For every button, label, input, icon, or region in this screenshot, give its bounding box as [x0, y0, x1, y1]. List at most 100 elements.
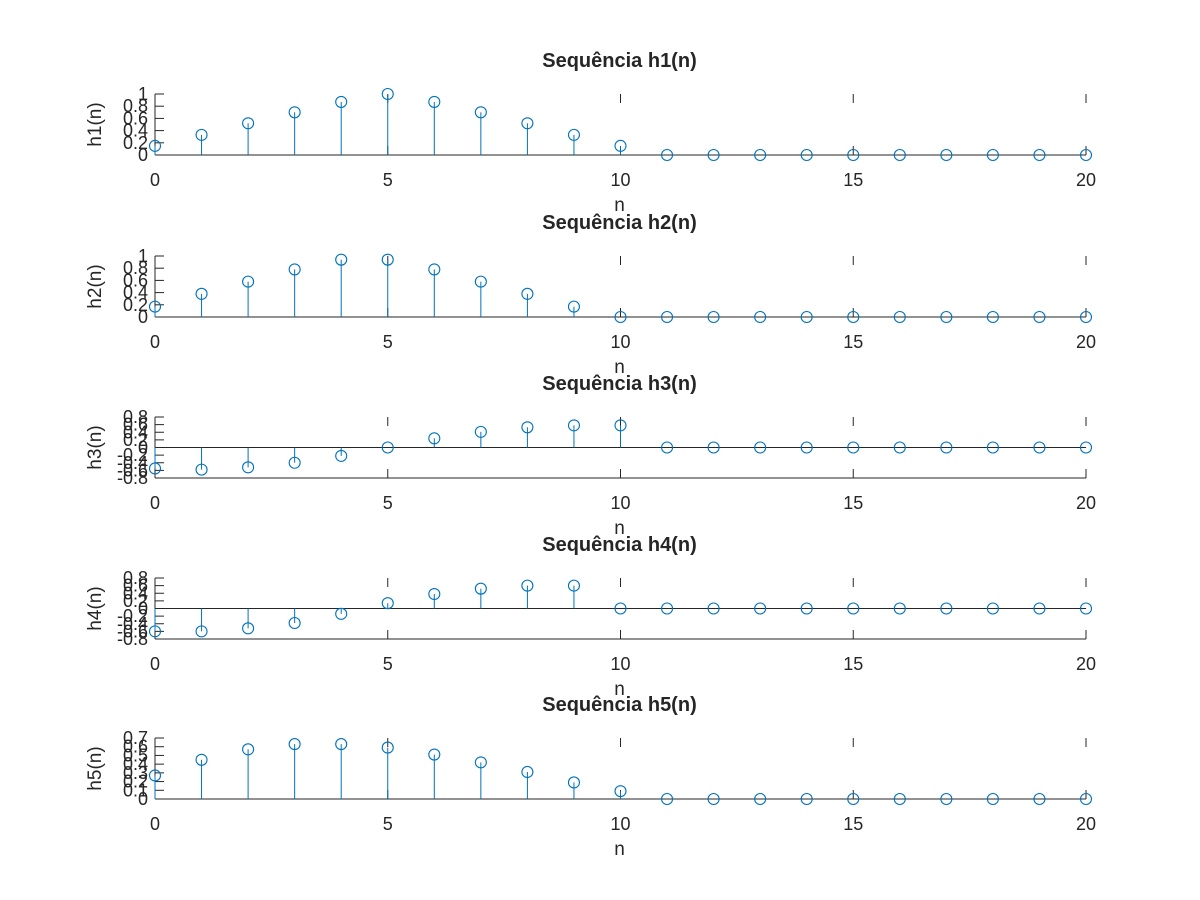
x-axis-label: n [614, 357, 625, 378]
x-tick-label: 20 [1076, 332, 1096, 352]
stem-marker [1079, 602, 1093, 615]
stem-marker [428, 95, 441, 108]
stem-marker [940, 310, 953, 324]
stem-marker [847, 602, 860, 615]
stem-marker [474, 106, 487, 119]
x-tick-label: 0 [150, 332, 160, 352]
x-tick-label: 10 [610, 170, 630, 190]
stem-marker [521, 579, 534, 592]
stem-marker [381, 441, 394, 454]
stem-marker [893, 310, 906, 324]
y-axis-label: h3(n) [85, 425, 106, 469]
subplot-title: Sequência h1(n) [542, 50, 696, 72]
stem-marker [242, 743, 255, 756]
stem-marker [847, 792, 860, 806]
y-tick-label: 0.2 [123, 430, 148, 450]
stem-marker [847, 310, 860, 324]
stem-marker [986, 148, 999, 162]
stem-marker [195, 625, 208, 638]
y-tick-label: -0.8 [117, 468, 148, 488]
stem-marker [660, 148, 674, 162]
stem-marker [660, 310, 674, 324]
subplot-2: 0 5 10 15 20 00.20.40.60.81 Sequência h2(n) n h2… [85, 212, 1096, 378]
x-tick-label: 5 [383, 814, 393, 834]
stem-marker [335, 95, 348, 108]
stem-marker [474, 425, 487, 438]
x-axis-label: n [614, 518, 625, 539]
y-tick-label: 0.8 [123, 258, 148, 278]
x-tick-label: 10 [610, 332, 630, 352]
stem-marker [335, 449, 348, 462]
x-tick-label: 5 [383, 654, 393, 674]
x-axis-label: n [614, 839, 625, 860]
stem-marker [986, 441, 999, 454]
stem-marker [754, 441, 767, 454]
stem-marker [660, 792, 674, 806]
stem-marker [428, 263, 441, 276]
stem-marker [567, 300, 581, 313]
stem-marker [893, 602, 906, 615]
stem-marker [1033, 792, 1046, 806]
stem-marker [335, 738, 348, 751]
y-tick-label: -0.8 [117, 629, 148, 649]
y-tick-label: 0.6 [123, 737, 148, 757]
stem-marker [1033, 310, 1046, 324]
subplot-title: Sequência h5(n) [542, 694, 696, 716]
subplot-title: Sequência h3(n) [542, 373, 696, 395]
subplot-title: Sequência h4(n) [542, 534, 696, 556]
stem-marker [474, 275, 487, 288]
x-tick-label: 5 [383, 493, 393, 513]
y-tick-label: 0.6 [123, 415, 148, 435]
y-tick-label: 1 [138, 84, 148, 104]
stem-marker [148, 769, 162, 782]
stem-marker [1033, 441, 1046, 454]
stem-marker [800, 148, 813, 162]
stem-marker [242, 461, 255, 474]
stem-marker [195, 753, 208, 766]
y-tick-label: 0.8 [123, 96, 148, 116]
x-tick-label: 20 [1076, 170, 1096, 190]
stem-marker [521, 287, 534, 300]
stem-marker [1033, 602, 1046, 615]
stem-marker [707, 310, 720, 324]
stem-marker [381, 253, 394, 266]
subplot-5: 0 5 10 15 20 00.10.20.30.40.50.60.7 Sequência … [85, 694, 1096, 860]
y-axis-label: h1(n) [85, 102, 106, 146]
stem-marker [288, 456, 301, 469]
x-axis-label: n [614, 679, 625, 700]
y-tick-label: -0.2 [117, 606, 148, 626]
stem-marker [614, 602, 627, 615]
stem-marker [707, 441, 720, 454]
stem-marker [242, 622, 255, 635]
stem-marker [800, 441, 813, 454]
subplot-title: Sequência h2(n) [542, 212, 696, 234]
y-tick-label: 0.8 [123, 568, 148, 588]
stem-marker [614, 785, 627, 798]
stem-marker [381, 597, 394, 610]
stem-marker [148, 139, 162, 152]
y-tick-label: 0 [138, 599, 148, 619]
y-tick-label: 0 [138, 145, 148, 165]
x-tick-label: 15 [843, 654, 863, 674]
y-tick-label: 0.2 [123, 295, 148, 315]
stem-marker [521, 421, 534, 434]
x-tick-label: 10 [610, 654, 630, 674]
y-tick-label: 0.2 [123, 591, 148, 611]
stem-marker [474, 582, 487, 595]
y-axis-label: h4(n) [85, 586, 106, 630]
subplot-4: 0 5 10 15 20-0.8-0.6-0.4-0.200.20.40.60.8Seq… [85, 534, 1096, 700]
stem-marker [847, 441, 860, 454]
stem-marker [754, 792, 767, 806]
stem-marker [195, 128, 208, 141]
y-tick-label: -0.4 [117, 453, 148, 473]
y-tick-label: 0.7 [123, 728, 148, 748]
y-tick-label: 0.4 [123, 422, 148, 442]
stem-marker [707, 792, 720, 806]
y-tick-label: 0.4 [123, 121, 148, 141]
stem-marker [1079, 792, 1093, 806]
y-tick-label: -0.2 [117, 445, 148, 465]
stem-marker [474, 756, 487, 769]
y-tick-label: 0.4 [123, 754, 148, 774]
subplot-1: 0 5 10 15 20 00.20.40.60.81 Sequência h1(n) n h1… [85, 50, 1096, 216]
